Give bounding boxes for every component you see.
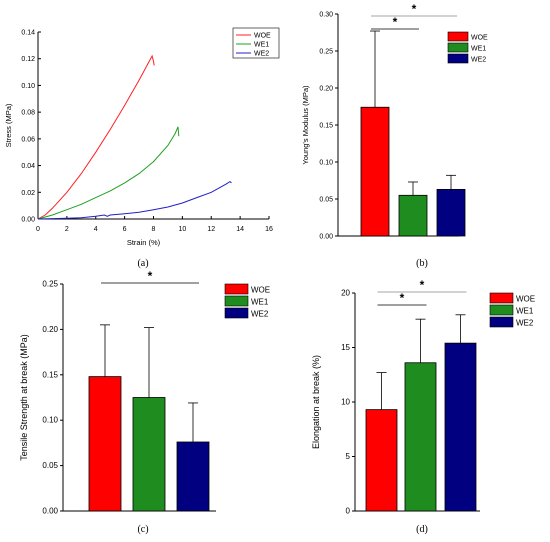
x-tick-label: 14 — [236, 226, 244, 233]
y-axis-label: Tensile Strength at break (MPa) — [19, 334, 29, 461]
series-line-we1 — [37, 126, 180, 220]
y-tick-label: 15 — [341, 343, 350, 352]
y-tick-label: 0.10 — [21, 83, 35, 90]
bar-we2 — [436, 188, 466, 237]
legend-swatch-we1 — [489, 304, 514, 316]
legend-swatch-we2 — [447, 53, 469, 64]
legend-swatch-woe — [224, 283, 249, 295]
legend-label: WE1 — [251, 298, 269, 307]
bar-we1 — [132, 397, 166, 512]
chart-panel-1: 0.00 0.05 0.10 0.15 0.20 0.25 0.30 Young's Modu… — [301, 2, 488, 269]
legend-label: WE1 — [471, 46, 486, 53]
x-tick-label: 6 — [123, 226, 127, 233]
legend: WOE WE1 WE2 — [224, 283, 270, 319]
y-tick-label: 0 — [346, 507, 351, 516]
significance-star: * — [412, 2, 417, 16]
series-line-we2 — [37, 180, 232, 220]
legend-label: WE1 — [254, 42, 269, 49]
x-tick-label: 12 — [207, 226, 215, 233]
y-tick-label: 5 — [346, 452, 351, 461]
x-tick-label: 2 — [65, 226, 69, 233]
y-tick-label: 0.15 — [319, 123, 333, 130]
y-tick-label: 0.00 — [42, 507, 58, 516]
legend: WOE WE1 WE2 — [489, 292, 535, 328]
chart-panel-0: 0.00 0.02 0.04 0.06 0.08 0.10 0.12 0.14 0 2 4 6 8 10 1… — [4, 27, 280, 269]
y-tick-label: 0.04 — [21, 163, 35, 170]
y-tick-label: 0.12 — [21, 56, 35, 63]
x-axis-label: Strain (%) — [127, 238, 161, 247]
legend: WOE WE1 WE2 — [447, 31, 488, 64]
y-axis-label: Young's Modulus (MPa) — [301, 85, 310, 165]
bar-we2 — [176, 441, 210, 512]
y-tick-label: 0.14 — [21, 30, 35, 37]
bar-we1 — [404, 362, 437, 512]
bar-woe — [88, 376, 122, 512]
bar-we1 — [398, 194, 428, 237]
y-axis-label: Stress (MPa) — [4, 103, 13, 147]
y-tick-label: 0.10 — [42, 416, 58, 425]
bar-woe — [365, 409, 398, 512]
legend-swatch-we2 — [489, 316, 514, 328]
x-tick-label: 4 — [94, 226, 98, 233]
y-tick-label: 0.02 — [21, 190, 35, 197]
legend-swatch-woe — [489, 292, 514, 304]
y-tick-label: 0.05 — [42, 461, 58, 470]
panel-label: (c) — [137, 524, 148, 535]
bar-woe — [360, 106, 390, 237]
panel-label: (d) — [416, 524, 428, 535]
legend: WOE WE1 WE2 — [232, 27, 280, 59]
y-tick-label: 0.30 — [319, 12, 333, 19]
legend-label: WE2 — [516, 319, 534, 328]
x-tick-label: 16 — [265, 226, 273, 233]
chart-panel-2: 0.00 0.05 0.10 0.15 0.20 0.25 Tensile Strength… — [19, 269, 270, 535]
x-tick-label: 8 — [152, 226, 156, 233]
y-tick-label: 0.00 — [21, 217, 35, 224]
significance-star: * — [393, 15, 398, 29]
y-tick-label: 0.05 — [319, 197, 333, 204]
legend-label: WE2 — [254, 51, 269, 58]
legend-label: WOE — [471, 35, 488, 42]
y-tick-label: 10 — [341, 398, 350, 407]
legend-swatch-we1 — [447, 42, 469, 53]
y-tick-label: 0.20 — [319, 86, 333, 93]
y-axis-label: Elongation at break (%) — [311, 355, 321, 449]
y-tick-label: 20 — [341, 289, 350, 298]
legend-label: WE1 — [516, 307, 534, 316]
legend-label: WOE — [516, 295, 535, 304]
significance-star: * — [420, 278, 425, 292]
y-tick-label: 0.06 — [21, 136, 35, 143]
y-tick-label: 0.15 — [42, 370, 58, 379]
legend-swatch-we1 — [224, 295, 249, 307]
x-tick-label: 0 — [36, 226, 40, 233]
y-tick-label: 0.08 — [21, 110, 35, 117]
y-tick-label: 0.00 — [319, 234, 333, 241]
legend-label: WE2 — [471, 57, 486, 64]
legend-swatch-woe — [447, 31, 469, 42]
series-line-woe — [37, 54, 155, 220]
y-tick-label: 0.25 — [319, 49, 333, 56]
legend-label: WOE — [254, 33, 271, 40]
panel-label: (b) — [416, 258, 428, 269]
panel-label: (a) — [137, 258, 148, 269]
y-tick-label: 0.20 — [42, 325, 58, 334]
legend-swatch-we2 — [224, 307, 249, 319]
y-tick-label: 0.10 — [319, 160, 333, 167]
legend-label: WOE — [251, 286, 270, 295]
bar-we2 — [444, 342, 477, 512]
significance-star: * — [148, 269, 153, 283]
x-tick-label: 10 — [178, 226, 186, 233]
significance-star: * — [400, 291, 405, 305]
y-tick-label: 0.25 — [42, 280, 58, 289]
legend-label: WE2 — [251, 310, 269, 319]
